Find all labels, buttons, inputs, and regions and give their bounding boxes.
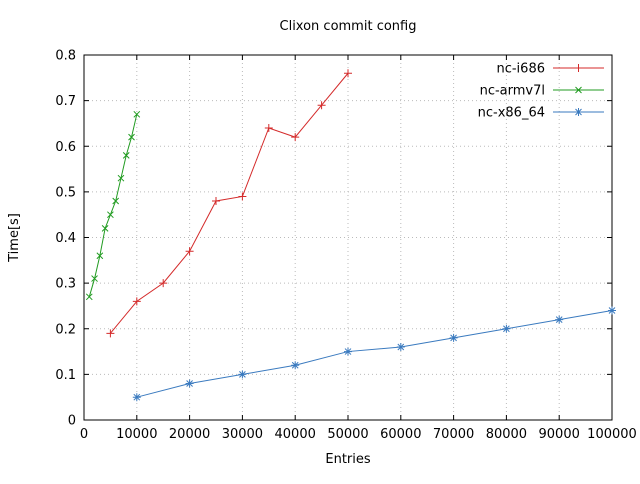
series-marker-x [112,197,120,205]
series-marker-plus [344,69,352,78]
series-marker-x [85,293,93,301]
series-marker-x [122,152,130,159]
series-line-nc-x86_64 [136,310,613,398]
series-marker-x [96,252,104,260]
series-marker-plus [264,124,273,132]
series-marker-asterisk [502,324,511,333]
y-tick-label: 0.5 [55,185,76,200]
series-marker-plus [185,247,194,256]
series-marker-plus [132,297,141,306]
y-tick-label: 0.3 [55,277,76,292]
x-tick-label: 10000 [116,427,157,442]
x-axis-label: Entries [325,452,371,467]
series-line-nc-armv7l [88,114,138,297]
legend-sample-marker [575,86,582,94]
series-marker-plus [159,279,168,288]
series-marker-asterisk [608,306,616,315]
series-marker-x [133,110,141,118]
y-tick-label: 0.8 [55,49,76,64]
y-tick-label: 0.1 [55,368,76,383]
series-marker-asterisk [449,333,458,342]
series-marker-plus [238,192,247,201]
series-marker-x [101,225,109,232]
x-tick-label: 70000 [433,427,474,442]
series-line-nc-i686 [110,72,349,334]
y-tick-label: 0.6 [55,140,76,155]
x-tick-label: 100000 [587,427,637,442]
series-marker-asterisk [185,379,194,388]
y-axis-label: Time[s] [7,213,22,263]
legend-sample-marker [574,108,583,116]
y-tick-label: 0.7 [55,94,76,109]
x-tick-label: 30000 [222,427,263,442]
chart-title: Clixon commit config [280,19,417,34]
x-tick-label: 20000 [169,427,210,442]
series-marker-asterisk [238,370,247,379]
series-marker-plus [106,329,115,338]
x-tick-label: 60000 [380,427,421,442]
series-marker-asterisk [132,393,141,402]
series-marker-x [91,275,98,282]
series-marker-plus [212,197,220,205]
series-marker-x [117,174,125,182]
legend-label: nc-x86_64 [478,106,545,121]
series-marker-x [128,133,135,141]
legend-label: nc-i686 [496,62,545,77]
legend-sample-marker [574,64,583,72]
y-tick-label: 0.4 [55,231,76,246]
x-tick-label: 80000 [486,427,527,442]
series-marker-x [107,211,114,219]
x-tick-label: 90000 [539,427,580,442]
series-marker-asterisk [555,315,564,324]
y-tick-label: 0.2 [55,322,76,337]
legend-label: nc-armv7l [480,84,545,99]
y-tick-label: 0 [68,414,76,429]
series-marker-asterisk [344,347,352,356]
series-marker-plus [317,101,326,110]
x-tick-label: 0 [80,427,88,442]
x-tick-label: 50000 [327,427,368,442]
series-marker-asterisk [396,343,405,351]
series-marker-asterisk [291,361,300,370]
series-marker-plus [291,133,300,142]
x-tick-label: 40000 [275,427,316,442]
